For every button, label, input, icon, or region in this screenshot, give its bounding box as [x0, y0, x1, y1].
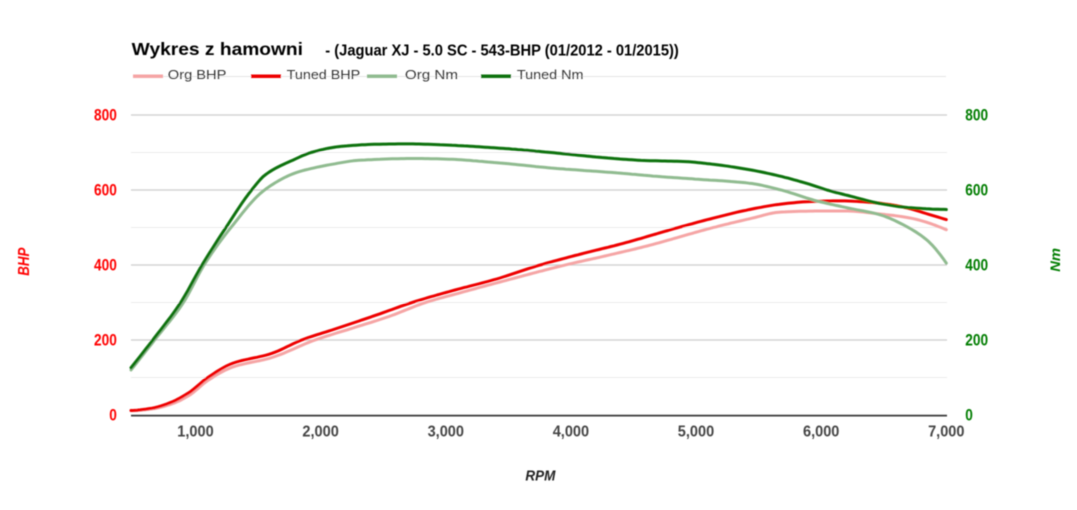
- svg-text:- (Jaguar XJ - 5.0 SC - 543-BH: - (Jaguar XJ - 5.0 SC - 543-BHP (01/2012…: [325, 43, 679, 60]
- svg-text:3,000: 3,000: [428, 424, 464, 441]
- svg-text:400: 400: [965, 257, 988, 275]
- svg-text:6,000: 6,000: [803, 424, 839, 441]
- svg-text:Nm: Nm: [1048, 248, 1063, 272]
- svg-text:Tuned BHP: Tuned BHP: [287, 68, 361, 82]
- svg-text:5,000: 5,000: [678, 424, 714, 441]
- svg-text:2,000: 2,000: [302, 424, 338, 441]
- svg-text:800: 800: [94, 107, 117, 125]
- svg-text:7,000: 7,000: [928, 424, 964, 441]
- svg-text:600: 600: [965, 182, 988, 200]
- svg-text:1,000: 1,000: [177, 424, 213, 441]
- svg-text:600: 600: [94, 182, 117, 200]
- svg-text:Org Nm: Org Nm: [405, 68, 458, 82]
- svg-text:4,000: 4,000: [553, 424, 589, 441]
- svg-text:200: 200: [94, 332, 117, 350]
- svg-text:Org BHP: Org BHP: [168, 68, 227, 82]
- svg-text:800: 800: [965, 107, 988, 125]
- svg-text:400: 400: [94, 257, 117, 275]
- svg-text:Tuned Nm: Tuned Nm: [517, 68, 584, 82]
- svg-text:0: 0: [965, 407, 973, 425]
- svg-text:0: 0: [109, 407, 117, 425]
- svg-text:200: 200: [965, 332, 988, 350]
- svg-text:Wykres z hamowni: Wykres z hamowni: [132, 39, 303, 59]
- svg-text:BHP: BHP: [16, 247, 33, 276]
- svg-text:RPM: RPM: [525, 468, 556, 484]
